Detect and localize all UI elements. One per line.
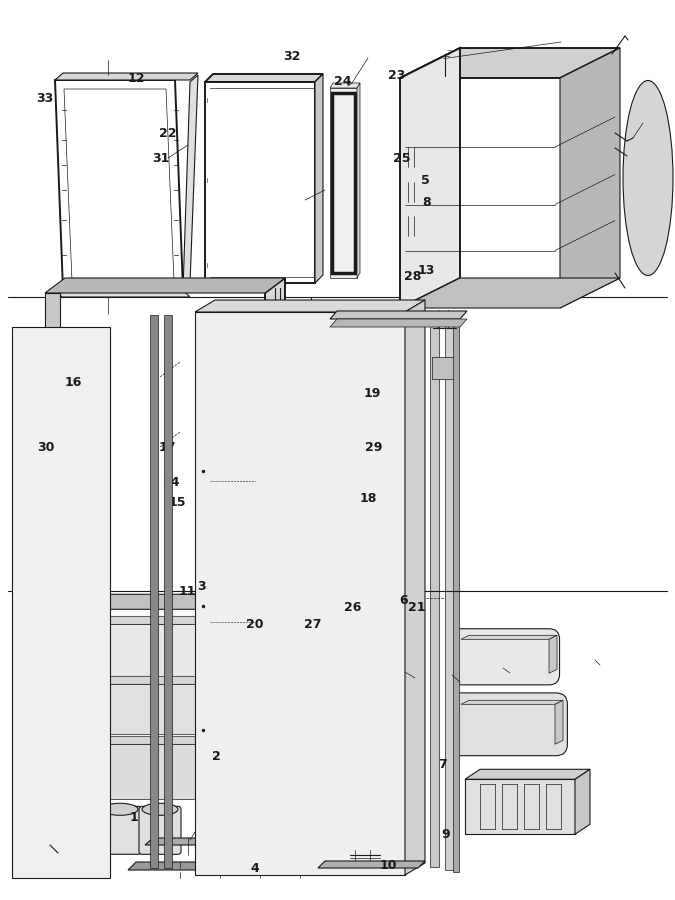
Text: 10: 10 <box>379 860 397 872</box>
Polygon shape <box>575 770 590 834</box>
Text: 4: 4 <box>251 862 259 875</box>
Text: 12: 12 <box>128 72 145 85</box>
Text: 31: 31 <box>152 152 169 165</box>
Ellipse shape <box>62 804 98 815</box>
Text: 27: 27 <box>304 618 321 631</box>
Text: 28: 28 <box>404 270 422 283</box>
Polygon shape <box>315 74 323 283</box>
Polygon shape <box>60 625 260 680</box>
Text: 26: 26 <box>344 601 361 614</box>
Polygon shape <box>330 83 360 88</box>
Polygon shape <box>330 319 467 327</box>
Text: 22: 22 <box>159 127 176 140</box>
Text: 33: 33 <box>36 93 54 105</box>
Text: 23: 23 <box>387 69 405 82</box>
FancyBboxPatch shape <box>59 806 101 854</box>
Text: 11: 11 <box>179 585 196 598</box>
Polygon shape <box>64 89 174 281</box>
Polygon shape <box>12 327 110 878</box>
Polygon shape <box>60 684 260 734</box>
Bar <box>164 315 172 868</box>
Text: 32: 32 <box>283 50 300 63</box>
Text: 29: 29 <box>365 441 383 454</box>
Polygon shape <box>405 300 425 875</box>
Polygon shape <box>60 676 270 684</box>
Polygon shape <box>465 770 590 779</box>
Text: 30: 30 <box>37 441 55 454</box>
Bar <box>150 315 158 868</box>
Text: 20: 20 <box>246 618 264 631</box>
Text: 6: 6 <box>400 594 408 607</box>
FancyBboxPatch shape <box>450 629 560 685</box>
Text: 5: 5 <box>421 174 429 186</box>
Polygon shape <box>260 736 270 799</box>
Polygon shape <box>145 838 238 845</box>
Polygon shape <box>400 278 620 308</box>
Polygon shape <box>330 311 467 319</box>
Text: 1: 1 <box>130 811 138 824</box>
Text: 7: 7 <box>438 759 446 771</box>
Polygon shape <box>55 80 183 290</box>
Text: 18: 18 <box>360 492 377 505</box>
Polygon shape <box>128 862 358 870</box>
Text: 3: 3 <box>197 580 205 593</box>
Polygon shape <box>461 700 563 705</box>
Text: 8: 8 <box>423 196 431 209</box>
Polygon shape <box>330 88 357 278</box>
Text: 24: 24 <box>334 76 352 88</box>
Text: 21: 21 <box>408 601 425 614</box>
Bar <box>453 319 459 872</box>
Polygon shape <box>60 616 270 625</box>
Polygon shape <box>260 676 270 734</box>
Polygon shape <box>205 74 323 82</box>
Text: 16: 16 <box>64 376 82 389</box>
Text: 17: 17 <box>159 441 176 454</box>
FancyBboxPatch shape <box>139 806 181 854</box>
Polygon shape <box>549 635 557 673</box>
Polygon shape <box>195 300 425 312</box>
Polygon shape <box>45 594 285 609</box>
Text: 9: 9 <box>441 828 450 841</box>
Ellipse shape <box>102 804 138 815</box>
Polygon shape <box>265 278 285 609</box>
Polygon shape <box>205 82 315 283</box>
Polygon shape <box>461 635 557 639</box>
Polygon shape <box>430 313 446 319</box>
Bar <box>432 357 457 379</box>
Polygon shape <box>400 48 460 308</box>
Polygon shape <box>555 700 563 744</box>
Polygon shape <box>400 48 620 78</box>
Polygon shape <box>318 861 425 868</box>
Text: 14: 14 <box>163 476 180 489</box>
Polygon shape <box>55 73 198 80</box>
Polygon shape <box>60 744 260 799</box>
Bar <box>445 315 454 870</box>
Polygon shape <box>183 75 198 290</box>
Polygon shape <box>560 48 620 308</box>
Polygon shape <box>260 616 270 680</box>
Polygon shape <box>357 83 360 278</box>
Polygon shape <box>45 293 60 609</box>
Text: 25: 25 <box>393 152 410 165</box>
Text: 15: 15 <box>168 496 186 508</box>
Polygon shape <box>195 312 405 875</box>
Bar <box>430 319 439 867</box>
Text: 13: 13 <box>417 264 435 276</box>
Ellipse shape <box>142 804 178 815</box>
Text: 2: 2 <box>212 750 220 762</box>
Text: 19: 19 <box>363 387 381 400</box>
Ellipse shape <box>623 80 673 275</box>
FancyBboxPatch shape <box>99 806 141 854</box>
Polygon shape <box>465 779 575 834</box>
Polygon shape <box>55 290 190 297</box>
Polygon shape <box>45 278 285 293</box>
FancyBboxPatch shape <box>450 693 568 756</box>
Polygon shape <box>60 736 270 744</box>
